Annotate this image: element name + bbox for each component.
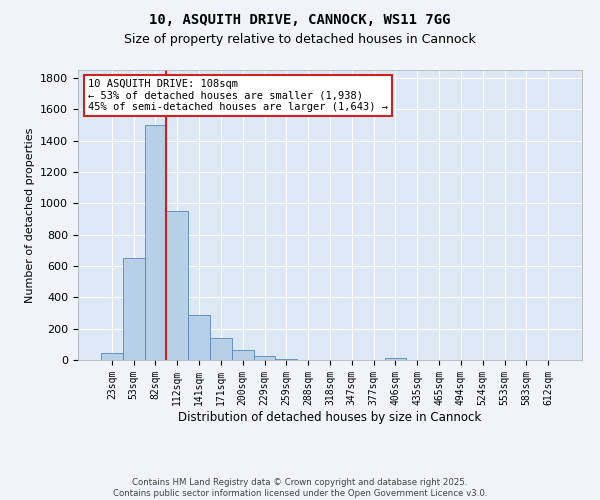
- Bar: [166, 211, 188, 360]
- Bar: [385, 358, 406, 360]
- Text: Size of property relative to detached houses in Cannock: Size of property relative to detached ho…: [124, 32, 476, 46]
- Bar: [275, 358, 297, 360]
- Y-axis label: Number of detached properties: Number of detached properties: [25, 128, 35, 302]
- Bar: [145, 125, 166, 360]
- X-axis label: Distribution of detached houses by size in Cannock: Distribution of detached houses by size …: [178, 410, 482, 424]
- Bar: [123, 258, 145, 360]
- Text: 10 ASQUITH DRIVE: 108sqm
← 53% of detached houses are smaller (1,938)
45% of sem: 10 ASQUITH DRIVE: 108sqm ← 53% of detach…: [88, 78, 388, 112]
- Bar: [232, 350, 254, 360]
- Bar: [210, 338, 232, 360]
- Bar: [188, 314, 210, 360]
- Text: Contains HM Land Registry data © Crown copyright and database right 2025.
Contai: Contains HM Land Registry data © Crown c…: [113, 478, 487, 498]
- Bar: [101, 352, 123, 360]
- Text: 10, ASQUITH DRIVE, CANNOCK, WS11 7GG: 10, ASQUITH DRIVE, CANNOCK, WS11 7GG: [149, 12, 451, 26]
- Bar: [254, 356, 275, 360]
